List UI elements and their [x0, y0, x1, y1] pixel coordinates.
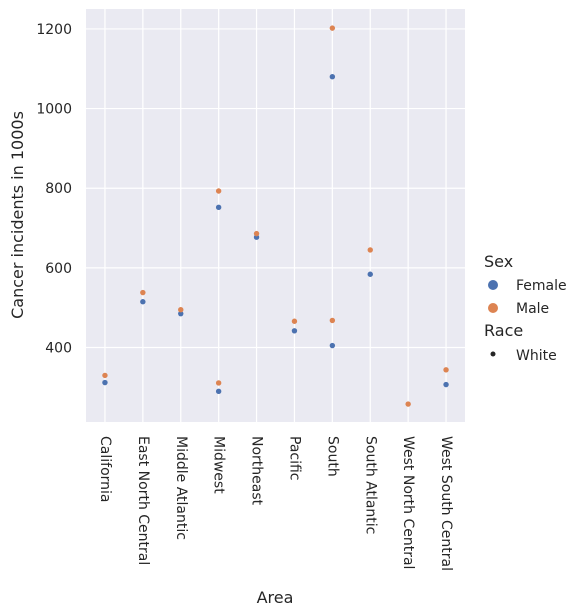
- legend-label-white: White: [516, 348, 557, 364]
- point-female: [329, 342, 336, 349]
- point-female: [102, 379, 108, 386]
- x-tick-label: California: [97, 436, 113, 502]
- point-male: [178, 306, 184, 313]
- y-axis-ticks: 400 600 800 1000 1200: [36, 22, 72, 357]
- x-tick-label: Middle Atlantic: [173, 436, 189, 540]
- y-tick-label: 800: [45, 181, 72, 197]
- point-female: [215, 388, 222, 395]
- y-tick-label: 1200: [36, 22, 72, 38]
- point-male: [215, 188, 222, 194]
- x-tick-label: West South Central: [438, 436, 454, 571]
- x-tick-label: West North Central: [400, 436, 416, 569]
- x-tick-label: South: [324, 436, 340, 477]
- data-points: [102, 25, 449, 407]
- legend: Sex Female Male Race White: [484, 252, 567, 364]
- point-female: [140, 299, 146, 305]
- x-tick-label: South Atlantic: [362, 436, 378, 534]
- point-female: [291, 328, 298, 334]
- y-tick-label: 600: [45, 261, 72, 277]
- point-female: [443, 381, 449, 388]
- point-male: [140, 289, 146, 296]
- y-axis-label: Cancer incidents in 1000s: [8, 111, 27, 319]
- y-tick-label: 400: [45, 341, 72, 357]
- legend-marker-female: [488, 280, 498, 290]
- legend-label-male: Male: [516, 301, 549, 317]
- point-male: [215, 380, 222, 386]
- x-tick-label: East North Central: [135, 436, 151, 565]
- point-female: [215, 204, 222, 211]
- point-male: [329, 25, 336, 31]
- point-male: [443, 367, 449, 373]
- point-female: [367, 271, 373, 277]
- point-female: [178, 310, 184, 317]
- x-tick-label: Midwest: [211, 436, 227, 494]
- x-tick-label: Northeast: [249, 436, 265, 506]
- point-male: [102, 372, 108, 379]
- x-axis-ticks: California East North Central Middle Atlan…: [97, 436, 454, 571]
- point-male: [367, 247, 373, 253]
- y-tick-label: 1000: [36, 102, 72, 118]
- legend-marker-white: [490, 351, 496, 357]
- point-female: [329, 74, 336, 80]
- point-male: [329, 317, 336, 324]
- point-male: [405, 401, 411, 407]
- legend-title-race: Race: [484, 321, 523, 340]
- plot-area: [86, 9, 465, 422]
- x-axis-label: Area: [257, 588, 294, 607]
- point-male: [253, 230, 260, 237]
- legend-label-female: Female: [516, 278, 567, 294]
- x-tick-label: Pacific: [286, 436, 302, 481]
- legend-title-sex: Sex: [484, 252, 513, 271]
- point-male: [291, 318, 298, 324]
- legend-marker-male: [488, 303, 498, 313]
- gridlines: [86, 9, 465, 422]
